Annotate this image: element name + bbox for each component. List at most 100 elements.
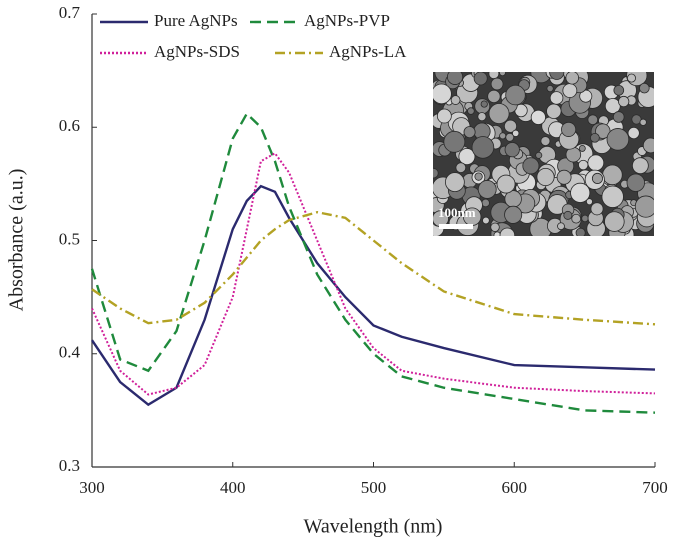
- grain: [639, 82, 650, 94]
- grain: [639, 118, 647, 126]
- grain: [535, 151, 543, 159]
- grain: [447, 72, 464, 85]
- inset-grains: [433, 72, 654, 236]
- grain: [522, 157, 540, 175]
- grain: [474, 172, 483, 181]
- x-tick-label: 500: [361, 478, 387, 497]
- grain: [499, 132, 507, 140]
- series-line: [91, 184, 656, 407]
- grain: [436, 108, 452, 124]
- y-tick-label: 0.6: [59, 116, 80, 135]
- grain: [496, 174, 516, 194]
- grain: [549, 91, 564, 105]
- grain: [473, 72, 488, 86]
- grain: [512, 129, 520, 137]
- grain: [604, 211, 625, 232]
- grain: [613, 84, 625, 96]
- grain: [556, 169, 572, 185]
- grain: [503, 119, 518, 133]
- grain: [433, 167, 439, 179]
- series-line: [91, 151, 656, 396]
- grain: [490, 77, 504, 91]
- legend-label: Pure AgNPs: [154, 11, 238, 30]
- x-tick-label: 400: [220, 478, 246, 497]
- grain: [455, 162, 467, 173]
- legend-label: AgNPs-PVP: [304, 11, 390, 30]
- grain: [443, 130, 466, 153]
- grain: [626, 173, 645, 192]
- grain: [504, 142, 520, 158]
- grain: [601, 185, 624, 208]
- grain: [450, 95, 461, 105]
- grain: [618, 95, 630, 108]
- scale-label: 100nm: [438, 205, 476, 220]
- series-line: [90, 111, 656, 414]
- grain: [634, 195, 654, 218]
- x-tick-label: 600: [502, 478, 528, 497]
- x-axis-label: Wavelength (nm): [304, 516, 443, 538]
- grain: [570, 182, 591, 203]
- grain: [627, 73, 636, 83]
- grain: [490, 222, 500, 232]
- grain: [591, 172, 603, 184]
- y-tick-label: 0.3: [59, 456, 80, 475]
- grain: [581, 214, 589, 223]
- grain: [493, 231, 501, 236]
- scale-bar: [439, 224, 473, 229]
- grain: [480, 100, 488, 108]
- grain: [590, 132, 600, 143]
- grain: [477, 112, 487, 122]
- grain: [561, 121, 577, 137]
- grain: [536, 167, 555, 187]
- grain: [612, 111, 625, 123]
- y-tick-label: 0.4: [59, 343, 81, 362]
- grain: [482, 216, 490, 225]
- grain: [587, 154, 605, 172]
- grain: [565, 72, 579, 85]
- grain: [471, 136, 495, 159]
- y-tick-label: 0.7: [59, 3, 81, 22]
- y-tick-label: 0.5: [59, 229, 80, 248]
- grain: [458, 148, 476, 165]
- grain: [602, 164, 623, 186]
- legend-label: AgNPs-LA: [329, 42, 407, 61]
- grain: [578, 144, 586, 152]
- grain: [546, 84, 554, 93]
- grain: [445, 172, 465, 192]
- grain: [467, 107, 475, 115]
- grain: [563, 210, 573, 220]
- grain: [579, 89, 593, 103]
- grain: [487, 89, 501, 104]
- grain: [463, 126, 476, 139]
- grain: [571, 213, 582, 224]
- grain: [530, 109, 546, 125]
- grain: [627, 126, 640, 140]
- grain: [585, 198, 593, 206]
- grain: [557, 222, 565, 231]
- grain: [606, 128, 630, 151]
- grain: [504, 205, 523, 224]
- grain: [562, 83, 578, 98]
- grain: [546, 103, 562, 119]
- inset-image: 100nm: [433, 72, 654, 236]
- grain: [488, 103, 510, 124]
- grain: [488, 72, 500, 80]
- grain: [642, 137, 654, 154]
- y-axis-label: Absorbance (a.u.): [6, 169, 28, 312]
- legend-label: AgNPs-SDS: [154, 42, 240, 61]
- grain: [631, 157, 649, 175]
- grain: [433, 83, 452, 105]
- x-tick-label: 300: [79, 478, 105, 497]
- grain: [477, 180, 497, 199]
- series-line: [91, 210, 656, 326]
- grain: [575, 227, 586, 236]
- grain: [505, 84, 526, 106]
- grain: [587, 114, 599, 125]
- grain: [578, 159, 589, 171]
- grain: [590, 202, 604, 216]
- x-tick-label: 700: [642, 478, 668, 497]
- grain: [499, 227, 516, 236]
- grain: [481, 198, 490, 208]
